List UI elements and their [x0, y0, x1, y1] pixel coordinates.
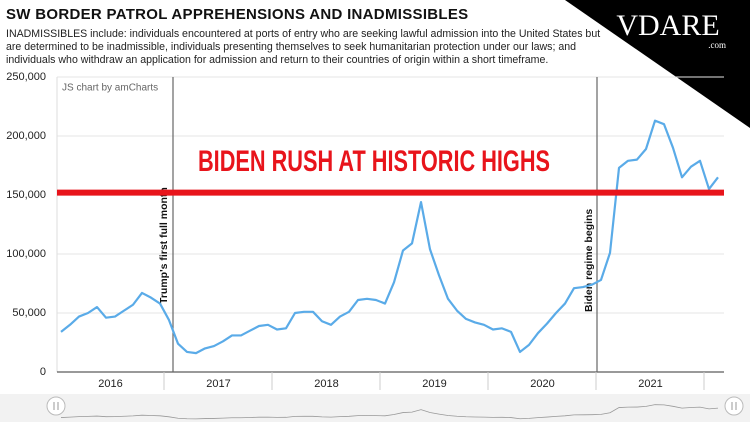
data-line: [60, 119, 719, 355]
x-tick-label: 2021: [638, 378, 662, 390]
reference-label: BIDEN RUSH AT HISTORIC HIGHS: [198, 145, 550, 178]
x-tick-label: 2018: [314, 378, 338, 390]
x-tick-label: 2017: [206, 378, 230, 390]
chart-subtitle: INADMISSIBLES include: individuals encou…: [6, 28, 601, 66]
y-tick-label: 100,000: [6, 248, 46, 260]
y-tick-label: 0: [40, 366, 46, 378]
annotation-text: Trump's first full month: [158, 187, 170, 304]
y-tick-label: 250,000: [6, 71, 46, 83]
x-tick-label: 2016: [98, 378, 122, 390]
navigator-line: [60, 404, 719, 420]
logo: VDARE: [616, 9, 719, 42]
logo-suffix: .com: [708, 40, 726, 50]
y-tick-label: 150,000: [6, 189, 46, 201]
y-tick-label: 50,000: [12, 307, 46, 319]
credit: JS chart by amCharts: [62, 83, 158, 94]
scroll-handle[interactable]: [724, 396, 744, 416]
logo-corner: [565, 0, 750, 128]
x-tick-label: 2020: [530, 378, 554, 390]
scroll-handle[interactable]: [46, 396, 66, 416]
y-tick-label: 200,000: [6, 130, 46, 142]
chart-title: SW BORDER PATROL APPREHENSIONS AND INADM…: [6, 6, 469, 23]
navigator-band: [0, 394, 750, 422]
x-tick-label: 2019: [422, 378, 446, 390]
annotation-text: Biden regime begins: [583, 209, 595, 312]
